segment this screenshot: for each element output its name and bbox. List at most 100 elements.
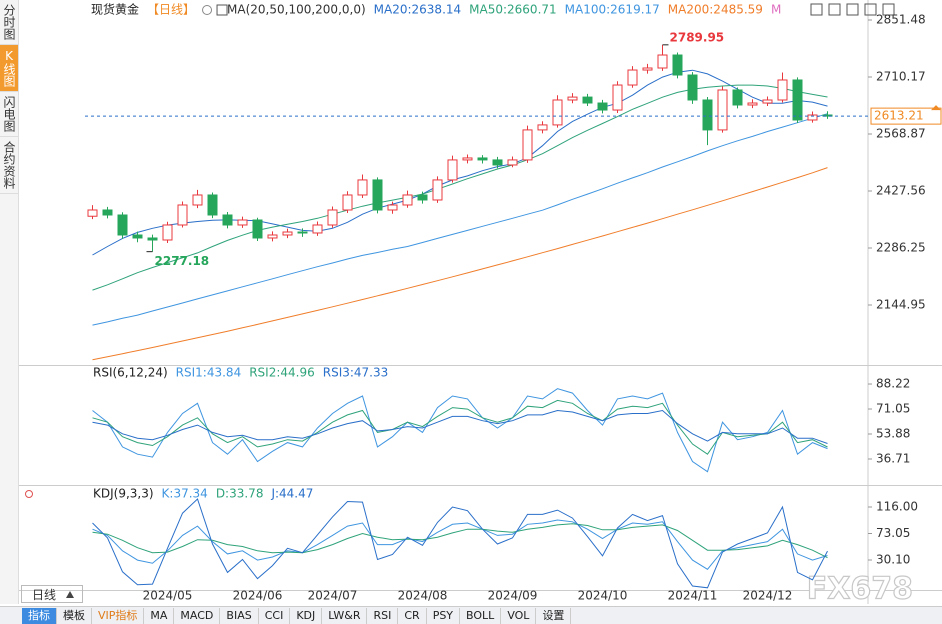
- candle-body: [822, 114, 833, 117]
- x-tick-label: 2024/09: [488, 589, 538, 603]
- toolbar-item[interactable]: 设置: [536, 607, 572, 624]
- icon[interactable]: [810, 3, 823, 16]
- settings-icon[interactable]: [25, 490, 33, 498]
- legend-entry: D:33.78: [216, 487, 264, 501]
- toolbar-item[interactable]: CCI: [259, 607, 291, 624]
- series-line: [92, 69, 828, 256]
- tab[interactable]: 合约资料: [0, 137, 18, 194]
- low-label: 2277.18: [155, 254, 210, 268]
- last-price-label: 2613.21: [874, 109, 924, 123]
- legend-entry: MA200:2485.59: [668, 3, 763, 17]
- x-tick-label: 2024/08: [398, 589, 448, 603]
- y-tick-label: 30.10: [876, 553, 910, 567]
- watermark: FX678: [807, 572, 913, 607]
- toolbar-item[interactable]: MA: [144, 607, 175, 624]
- y-tick-label: 2144.95: [876, 297, 926, 311]
- x-tick-label: 2024/06: [233, 589, 283, 603]
- toolbar-item[interactable]: 指标: [22, 607, 57, 624]
- toolbar-item[interactable]: KDJ: [290, 607, 323, 624]
- series-line: [92, 523, 828, 559]
- candle-body: [447, 159, 458, 181]
- candle-body: [732, 89, 743, 106]
- candle-body: [432, 179, 443, 201]
- candle-body: [252, 219, 263, 239]
- y-tick-label: 88.22: [876, 377, 910, 391]
- toolbar-item[interactable]: 模板: [57, 607, 92, 624]
- x-tick-label: 2024/12: [743, 589, 793, 603]
- legend-entry: K:37.34: [162, 487, 208, 501]
- toolbar-item[interactable]: RSI: [367, 607, 399, 624]
- candle-body: [597, 102, 608, 111]
- icon[interactable]: [846, 3, 859, 16]
- candle-body: [567, 96, 578, 101]
- panel-title: RSI(6,12,24): [93, 366, 168, 380]
- series-line: [92, 409, 828, 444]
- candle-body: [207, 194, 218, 216]
- series-line: [92, 519, 828, 570]
- y-tick-label: 53.88: [876, 427, 910, 441]
- tab[interactable]: K线图: [0, 45, 18, 92]
- last-price-arrow: [931, 105, 941, 111]
- series-line: [92, 113, 828, 326]
- candle-body: [417, 194, 428, 201]
- toolbar-item[interactable]: LW&R: [322, 607, 368, 624]
- toolbar: 指标 模板 VIP指标 MA MACD BIAS CCI KDJ LW&R RSI CR PSY BOL…: [0, 606, 942, 624]
- candle-body: [807, 114, 818, 121]
- toolbar-icons: [810, 3, 895, 16]
- candle-body: [717, 89, 728, 131]
- panel-title: KDJ(9,3,3): [93, 487, 154, 501]
- legend-entry: MA100:2619.17: [565, 3, 660, 17]
- candle-body: [372, 179, 383, 211]
- toolbar-item[interactable]: VOL: [501, 607, 537, 624]
- candle-body: [237, 219, 248, 226]
- y-tick-label: 71.05: [876, 402, 910, 416]
- toolbar-item[interactable]: VIP指标: [92, 607, 145, 624]
- y-tick-label: 2710.17: [876, 70, 926, 84]
- candle-body: [402, 194, 413, 206]
- candle-body: [147, 237, 158, 241]
- y-tick-label: 116.00: [876, 500, 918, 514]
- icon[interactable]: [882, 3, 895, 16]
- period: 【日线】: [147, 3, 195, 17]
- candle-body: [627, 69, 638, 86]
- candle-body: [687, 74, 698, 101]
- toolbar-item[interactable]: BIAS: [220, 607, 259, 624]
- high-label: 2789.95: [670, 30, 725, 44]
- toolbar-item[interactable]: MACD: [174, 607, 221, 624]
- candle-body: [762, 99, 773, 104]
- indicator-icon: [216, 4, 228, 16]
- candle-body: [642, 67, 653, 71]
- toolbar-item[interactable]: BOLL: [460, 607, 502, 624]
- y-tick-label: 36.71: [876, 452, 910, 466]
- toolbar-item[interactable]: PSY: [427, 607, 461, 624]
- y-tick-label: 73.05: [876, 526, 910, 540]
- toolbar-item[interactable]: CR: [398, 607, 427, 624]
- candle-body: [582, 96, 593, 104]
- x-tick-label: 2024/11: [668, 589, 718, 603]
- legend-entry: MA20:2638.14: [374, 3, 462, 17]
- legend-entry: J:44.47: [270, 487, 313, 501]
- icon[interactable]: [864, 3, 877, 16]
- tab[interactable]: 闪电图: [0, 92, 18, 137]
- sidebar: 分时图 K线图 闪电图 合约资料: [0, 0, 19, 604]
- candle-body: [777, 79, 788, 101]
- series-line: [92, 388, 828, 473]
- legend-entry: RSI3:47.33: [323, 366, 389, 380]
- series-line: [92, 399, 828, 455]
- candle-body: [657, 54, 668, 69]
- candle-body: [222, 214, 233, 226]
- icon[interactable]: [828, 3, 841, 16]
- candle-body: [297, 231, 308, 234]
- series-line: [92, 498, 828, 589]
- candle-body: [747, 102, 758, 106]
- tab[interactable]: 分时图: [0, 0, 18, 45]
- candle-body: [282, 231, 293, 236]
- candle-body: [477, 157, 488, 161]
- candle-body: [192, 194, 203, 206]
- legend-entry: RSI2:44.96: [249, 366, 315, 380]
- timeframe[interactable]: 日线: [21, 585, 83, 603]
- candle-body: [132, 234, 143, 239]
- candle-body: [87, 209, 98, 217]
